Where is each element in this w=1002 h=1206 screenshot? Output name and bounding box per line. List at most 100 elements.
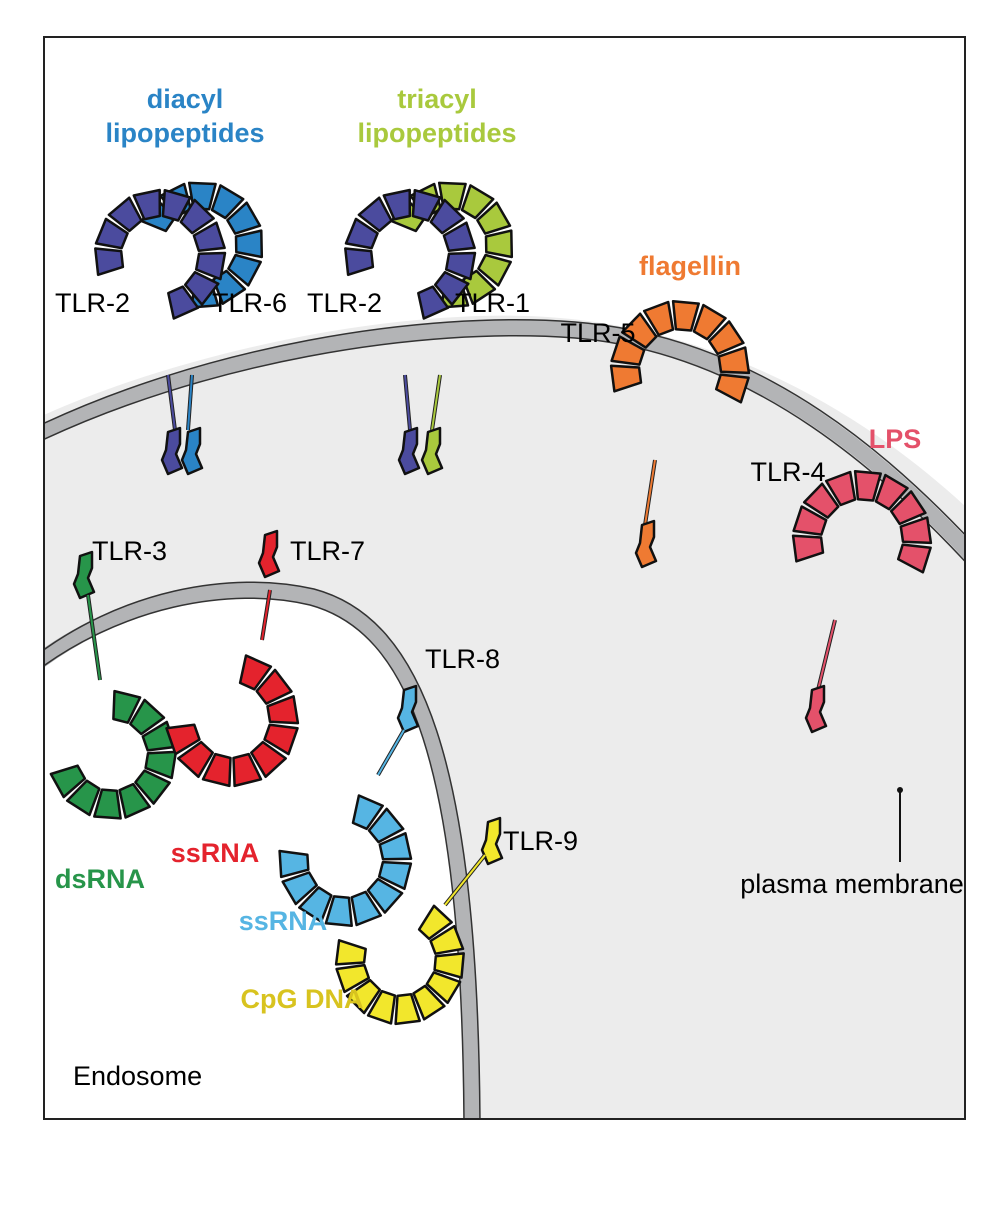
tlr4-ectodomain-segment: [899, 516, 933, 545]
tlr3-ectodomain-segment: [93, 788, 122, 820]
tlr1-stalk-core: [431, 374, 441, 431]
tlr2-ectodomain-left-segment: [194, 251, 227, 281]
tlr7-ectodomain-segment: [263, 723, 299, 756]
tlr8-tail: [396, 684, 420, 734]
tlr3-ectodomain-segment: [144, 750, 178, 780]
tlr8-stalk-core: [377, 729, 405, 776]
tlr1-ectodomain-segment: [484, 229, 514, 259]
tlr9-ectodomain-segment: [345, 978, 382, 1015]
tlr4-ectodomain-segment: [802, 482, 840, 519]
tlr1-ectodomain-segment: [477, 253, 512, 287]
tlr4-ectodomain-segment: [792, 505, 828, 536]
tlr2-ectodomain-right-segment: [382, 188, 412, 221]
tlr5-ectodomain-segment: [610, 335, 646, 366]
tlr2-ectodomain-right-segment: [417, 285, 450, 320]
tlr4-ectodomain-segment: [791, 534, 825, 563]
endosome-label: Endosome: [73, 1061, 202, 1091]
plasma-membrane-pointer-dot: [897, 787, 903, 793]
tlr3-ectodomain-segment: [49, 764, 87, 799]
dsrna-label: dsRNA: [55, 864, 145, 894]
tlr7-ectodomain-segment: [165, 723, 201, 756]
tlr5-ectodomain-segment: [692, 303, 727, 341]
tlr7-ectodomain-segment: [238, 654, 273, 691]
tlr7-label: TLR-7: [290, 536, 365, 566]
tlr2-label-right: TLR-2: [307, 288, 382, 318]
tlr3-tail: [72, 550, 96, 600]
tlr2-label-left: TLR-2: [55, 288, 130, 318]
tlr8-ectodomain-segment: [377, 860, 413, 891]
tlr5-tail: [634, 519, 658, 569]
tlr2-tail-left: [160, 426, 184, 476]
tlr8-ectodomain-segment: [324, 895, 353, 927]
flagellin-label: flagellin: [639, 251, 741, 281]
triacyl-label-line1: triacyl: [397, 84, 477, 114]
tlr2-ectodomain-right-segment: [433, 270, 470, 306]
tlr8-ectodomain-segment: [351, 794, 384, 831]
triacyl-label-line2: lipopeptides: [357, 118, 516, 148]
tlr9-ectodomain-segment: [429, 924, 465, 955]
tlr3-ectodomain-segment: [134, 769, 171, 805]
tlr4-ectodomain-segment: [874, 473, 909, 511]
tlr6-ectodomain-segment: [226, 201, 262, 235]
tlr8-ectodomain-segment: [298, 886, 333, 923]
tlr1-label: TLR-1: [455, 288, 530, 318]
tlr9-ectodomain-segment: [394, 993, 421, 1026]
tlr5-ectodomain-segment: [714, 373, 750, 404]
tlr6-ectodomain-segment: [210, 184, 245, 220]
tlr2-ectodomain-right-segment: [442, 221, 476, 253]
tlr9-ectodomain-segment: [334, 939, 367, 966]
tlr4-stalk-core: [817, 619, 836, 691]
tlr6-ectodomain-segment: [227, 253, 262, 287]
tlr8-ectodomain-segment: [378, 832, 413, 861]
tlr5-ectodomain-segment: [671, 300, 700, 332]
tlr9-ectodomain-segment: [417, 904, 453, 941]
ssrna-label-tlr8: ssRNA: [239, 906, 328, 936]
tlr2-ectodomain-right-segment: [411, 188, 442, 222]
tlr2-ectodomain-left-segment: [183, 270, 220, 306]
tlr9-tail: [480, 816, 504, 866]
tlr8-ectodomain-segment: [367, 807, 405, 844]
tlr7-ectodomain-segment: [201, 752, 232, 788]
ssrna-label-tlr7: ssRNA: [171, 838, 260, 868]
tlr9-ectodomain-segment: [335, 963, 371, 994]
tlr6-tail: [180, 426, 204, 476]
tlr3-ectodomain-segment: [65, 779, 101, 817]
tlr3-ectodomain-segment: [112, 689, 142, 724]
tlr2-ectodomain-left-segment: [94, 247, 125, 277]
tlr9-label: TLR-9: [503, 826, 578, 856]
tlr8-ectodomain-segment: [281, 871, 318, 906]
tlr2-ectodomain-left-segment: [94, 217, 129, 250]
tlr4-ectodomain-segment: [824, 470, 857, 507]
endosome-membrane-edge-inner: [45, 597, 465, 1118]
tlr2-ectodomain-left-segment: [107, 196, 143, 233]
tlr4-ectodomain-segment: [889, 490, 927, 526]
tlr7-ectodomain-segment: [250, 740, 287, 779]
tlr9-ectodomain-segment: [412, 984, 446, 1021]
tlr2-ectodomain-right-segment: [444, 251, 477, 281]
tlr8-label: TLR-8: [425, 644, 500, 674]
tlr5-label: TLR-5: [560, 318, 635, 348]
tlr2-stalk-left-core: [167, 374, 176, 431]
tlr8-ectodomain-segment: [278, 849, 310, 879]
tlr2-ectodomain-left-segment: [132, 188, 162, 221]
tlr2-ectodomain-left-segment: [167, 285, 200, 320]
tlr4-ectodomain-segment: [896, 543, 932, 574]
tlr5-ectodomain: [609, 300, 751, 404]
tlr6-ectodomain-segment: [234, 229, 264, 259]
tlr7-ectodomain-segment: [232, 752, 263, 788]
tlr3-stalk-core: [87, 594, 101, 681]
lps-label: LPS: [869, 424, 922, 454]
tlr6-stalk-core: [187, 374, 193, 431]
tlr2-ectodomain-left-segment: [179, 198, 215, 235]
tlr3-label: TLR-3: [92, 536, 167, 566]
tlr7-ectodomain-segment: [177, 740, 214, 779]
tlr4-ectodomain: [791, 470, 933, 574]
tlr8-ectodomain: [278, 794, 413, 927]
tlr5-ectodomain-segment: [609, 364, 643, 393]
tlr2-ectodomain-right-segment: [344, 217, 379, 250]
tlr1-tail: [420, 426, 444, 476]
tlr1-ectodomain-segment: [476, 201, 512, 235]
plasma-membrane-label: plasma membrane: [740, 869, 964, 899]
tlr2-ectodomain-right-segment: [344, 247, 375, 277]
tlr9-ectodomain-segment: [433, 952, 465, 979]
